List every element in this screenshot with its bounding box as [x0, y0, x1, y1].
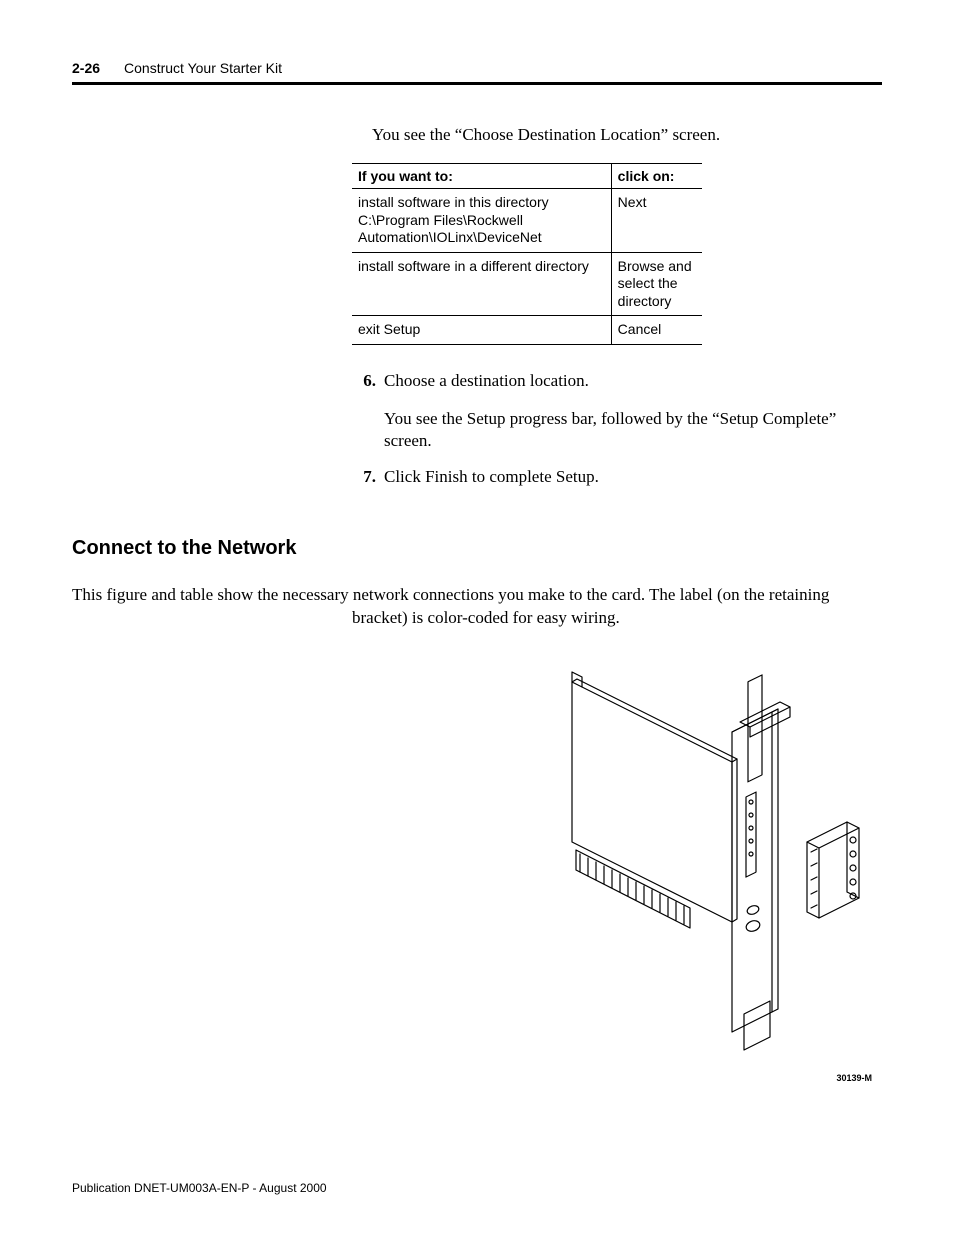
table-cell: install software in a different director… [352, 252, 611, 316]
step-number: 6. [352, 371, 376, 391]
figure-id: 30139-M [352, 1073, 882, 1083]
intro-text: You see the “Choose Destination Location… [372, 125, 882, 145]
table-row: exit Setup Cancel [352, 316, 702, 345]
table-cell: install software in this directory C:\Pr… [352, 189, 611, 253]
chapter-title: Construct Your Starter Kit [124, 60, 282, 76]
table-col-header: If you want to: [352, 164, 611, 189]
table-row: install software in this directory C:\Pr… [352, 189, 702, 253]
card-figure: 30139-M [352, 642, 882, 1083]
step-subtext: You see the Setup progress bar, followed… [384, 408, 882, 454]
page-header: 2-26 Construct Your Starter Kit [72, 60, 882, 76]
card-illustration-svg [522, 642, 882, 1062]
table-header-row: If you want to: click on: [352, 164, 702, 189]
section-heading: Connect to the Network [72, 537, 296, 559]
header-rule [72, 82, 882, 85]
options-table: If you want to: click on: install softwa… [352, 163, 702, 345]
table-cell: Browse and select the directory [611, 252, 702, 316]
step-text: Choose a destination location. [384, 371, 882, 391]
table-cell: exit Setup [352, 316, 611, 345]
table-col-header: click on: [611, 164, 702, 189]
page-number: 2-26 [72, 60, 100, 76]
step-text: Click Finish to complete Setup. [384, 467, 882, 487]
section-paragraph: This figure and table show the necessary… [72, 585, 829, 627]
table-row: install software in a different director… [352, 252, 702, 316]
step-item: 7. Click Finish to complete Setup. [352, 467, 882, 487]
step-item: 6. Choose a destination location. [352, 371, 882, 391]
publication-footer: Publication DNET-UM003A-EN-P - August 20… [72, 1181, 327, 1195]
table-cell: Cancel [611, 316, 702, 345]
table-cell: Next [611, 189, 702, 253]
step-number: 7. [352, 467, 376, 487]
